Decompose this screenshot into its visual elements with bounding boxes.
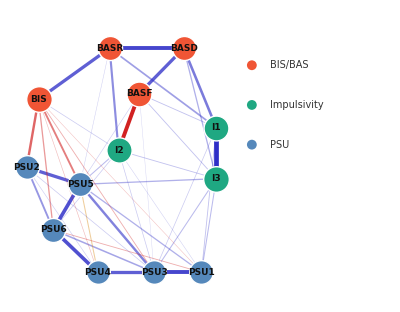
Text: BIS/BAS: BIS/BAS <box>270 60 308 70</box>
Point <box>151 270 157 275</box>
Text: I1: I1 <box>212 123 221 132</box>
Point <box>249 102 255 107</box>
Point <box>136 91 142 96</box>
Text: PSU5: PSU5 <box>67 180 93 189</box>
Point <box>35 97 42 102</box>
Text: I3: I3 <box>212 174 221 183</box>
Text: BASR: BASR <box>96 44 123 53</box>
Text: PSU: PSU <box>270 140 289 150</box>
Text: PSU4: PSU4 <box>84 268 111 277</box>
Point <box>249 142 255 147</box>
Point <box>50 227 56 232</box>
Point <box>77 182 83 187</box>
Text: PSU6: PSU6 <box>40 225 67 234</box>
Text: BASF: BASF <box>126 89 152 98</box>
Text: BASD: BASD <box>170 44 198 53</box>
Point <box>94 270 101 275</box>
Text: Impulsivity: Impulsivity <box>270 100 323 110</box>
Point <box>198 270 205 275</box>
Text: I2: I2 <box>114 146 123 155</box>
Text: PSU1: PSU1 <box>188 268 215 277</box>
Point <box>249 63 255 68</box>
Point <box>180 46 187 51</box>
Text: BIS: BIS <box>30 95 47 104</box>
Point <box>24 165 30 170</box>
Point <box>106 46 113 51</box>
Text: PSU3: PSU3 <box>141 268 168 277</box>
Text: PSU2: PSU2 <box>13 163 40 172</box>
Point <box>213 125 220 130</box>
Point <box>115 148 122 153</box>
Point <box>213 176 220 181</box>
